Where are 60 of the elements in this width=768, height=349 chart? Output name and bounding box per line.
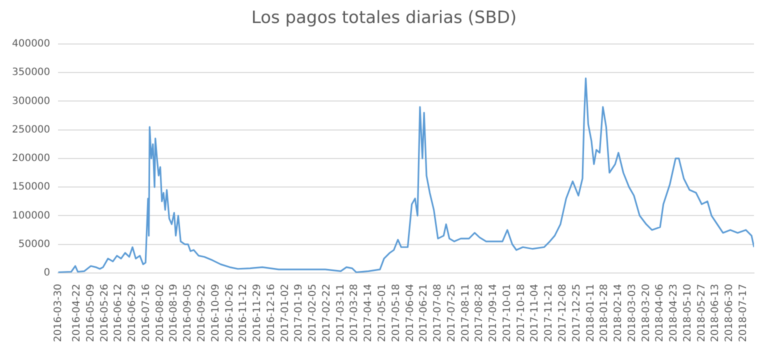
x-tick-label: 2017-05-01 [376,284,388,342]
x-tick-label: 2018-01-28 [599,284,610,342]
x-tick-label: 2016-10-09 [210,284,222,342]
x-tick-label: 2016-09-05 [182,284,194,342]
x-tick-label: 2017-10-18 [516,284,527,342]
x-tick-label: 2018-05-27 [696,284,708,342]
x-tick-label: 2017-09-14 [488,284,500,342]
x-tick-label: 2017-07-25 [446,284,458,342]
x-tick-label: 2017-06-04 [404,284,416,342]
x-tick-label: 2017-12-08 [557,284,568,342]
x-tick-label: 2017-04-14 [363,284,374,342]
x-tick-label: 2016-10-26 [224,284,236,342]
x-tick-label: 2017-02-05 [308,284,319,342]
y-tick-label: 200000 [12,153,50,164]
y-tick-label: 50000 [18,238,50,250]
y-tick-label: 350000 [12,67,50,78]
x-tick-label: 2018-04-23 [668,284,680,342]
x-tick-label: 2018-01-11 [585,284,596,342]
x-tick-label: 2017-08-11 [460,284,472,342]
y-tick-label: 400000 [12,38,50,50]
x-tick-label: 2016-12-16 [266,284,277,342]
x-tick-label: 2018-06-30 [724,284,736,342]
x-tick-label: 2017-10-01 [502,284,513,342]
x-tick-label: 2017-11-04 [530,284,541,342]
x-tick-label: 2018-06-13 [710,284,722,342]
x-tick-label: 2016-07-16 [140,284,152,342]
x-tick-label: 2016-05-26 [99,284,110,342]
chart-title: Los pagos totales diarias (SBD) [250,8,518,28]
y-tick-label: 150000 [12,182,50,193]
x-tick-label: 2017-05-18 [390,284,402,342]
x-tick-label: 2016-04-22 [72,284,83,342]
x-tick-label: 2017-03-28 [349,284,360,342]
x-tick-label: 2016-11-12 [238,284,250,342]
y-tick-label: 300000 [12,96,50,107]
x-tick-label: 2017-07-08 [432,284,444,342]
x-tick-label: 2018-03-03 [626,284,638,342]
x-tick-label: 2017-08-28 [474,284,486,342]
x-tick-label: 2018-07-17 [738,284,749,342]
y-tick-label: 0 [44,267,50,278]
x-tick-label: 2017-06-21 [418,284,430,342]
x-tick-label: 2018-02-14 [613,284,624,342]
x-tick-label: 2016-06-12 [113,284,124,342]
x-tick-label: 2017-02-22 [321,284,332,342]
x-tick-label: 2016-09-22 [196,284,208,342]
x-tick-label: 2018-03-20 [640,284,652,342]
y-tick-label: 100000 [12,210,50,222]
x-tick-label: 2017-01-02 [280,284,291,342]
x-tick-label: 2016-03-30 [52,284,64,342]
x-tick-label: 2016-05-09 [85,284,96,342]
x-tick-label: 2016-11-29 [252,284,264,342]
y-tick-label: 250000 [12,124,50,136]
x-tick-label: 2017-01-19 [294,284,305,342]
x-tick-label: 2017-11-21 [544,284,555,342]
x-tick-label: 2018-04-06 [654,284,666,342]
x-tick-label: 2018-05-10 [682,284,694,342]
x-tick-label: 2017-12-25 [571,284,582,342]
x-tick-label: 2017-03-11 [335,284,346,342]
x-tick-label: 2016-08-19 [168,284,180,342]
x-tick-label: 2016-08-02 [154,284,166,342]
x-tick-label: 2016-06-29 [127,284,138,342]
